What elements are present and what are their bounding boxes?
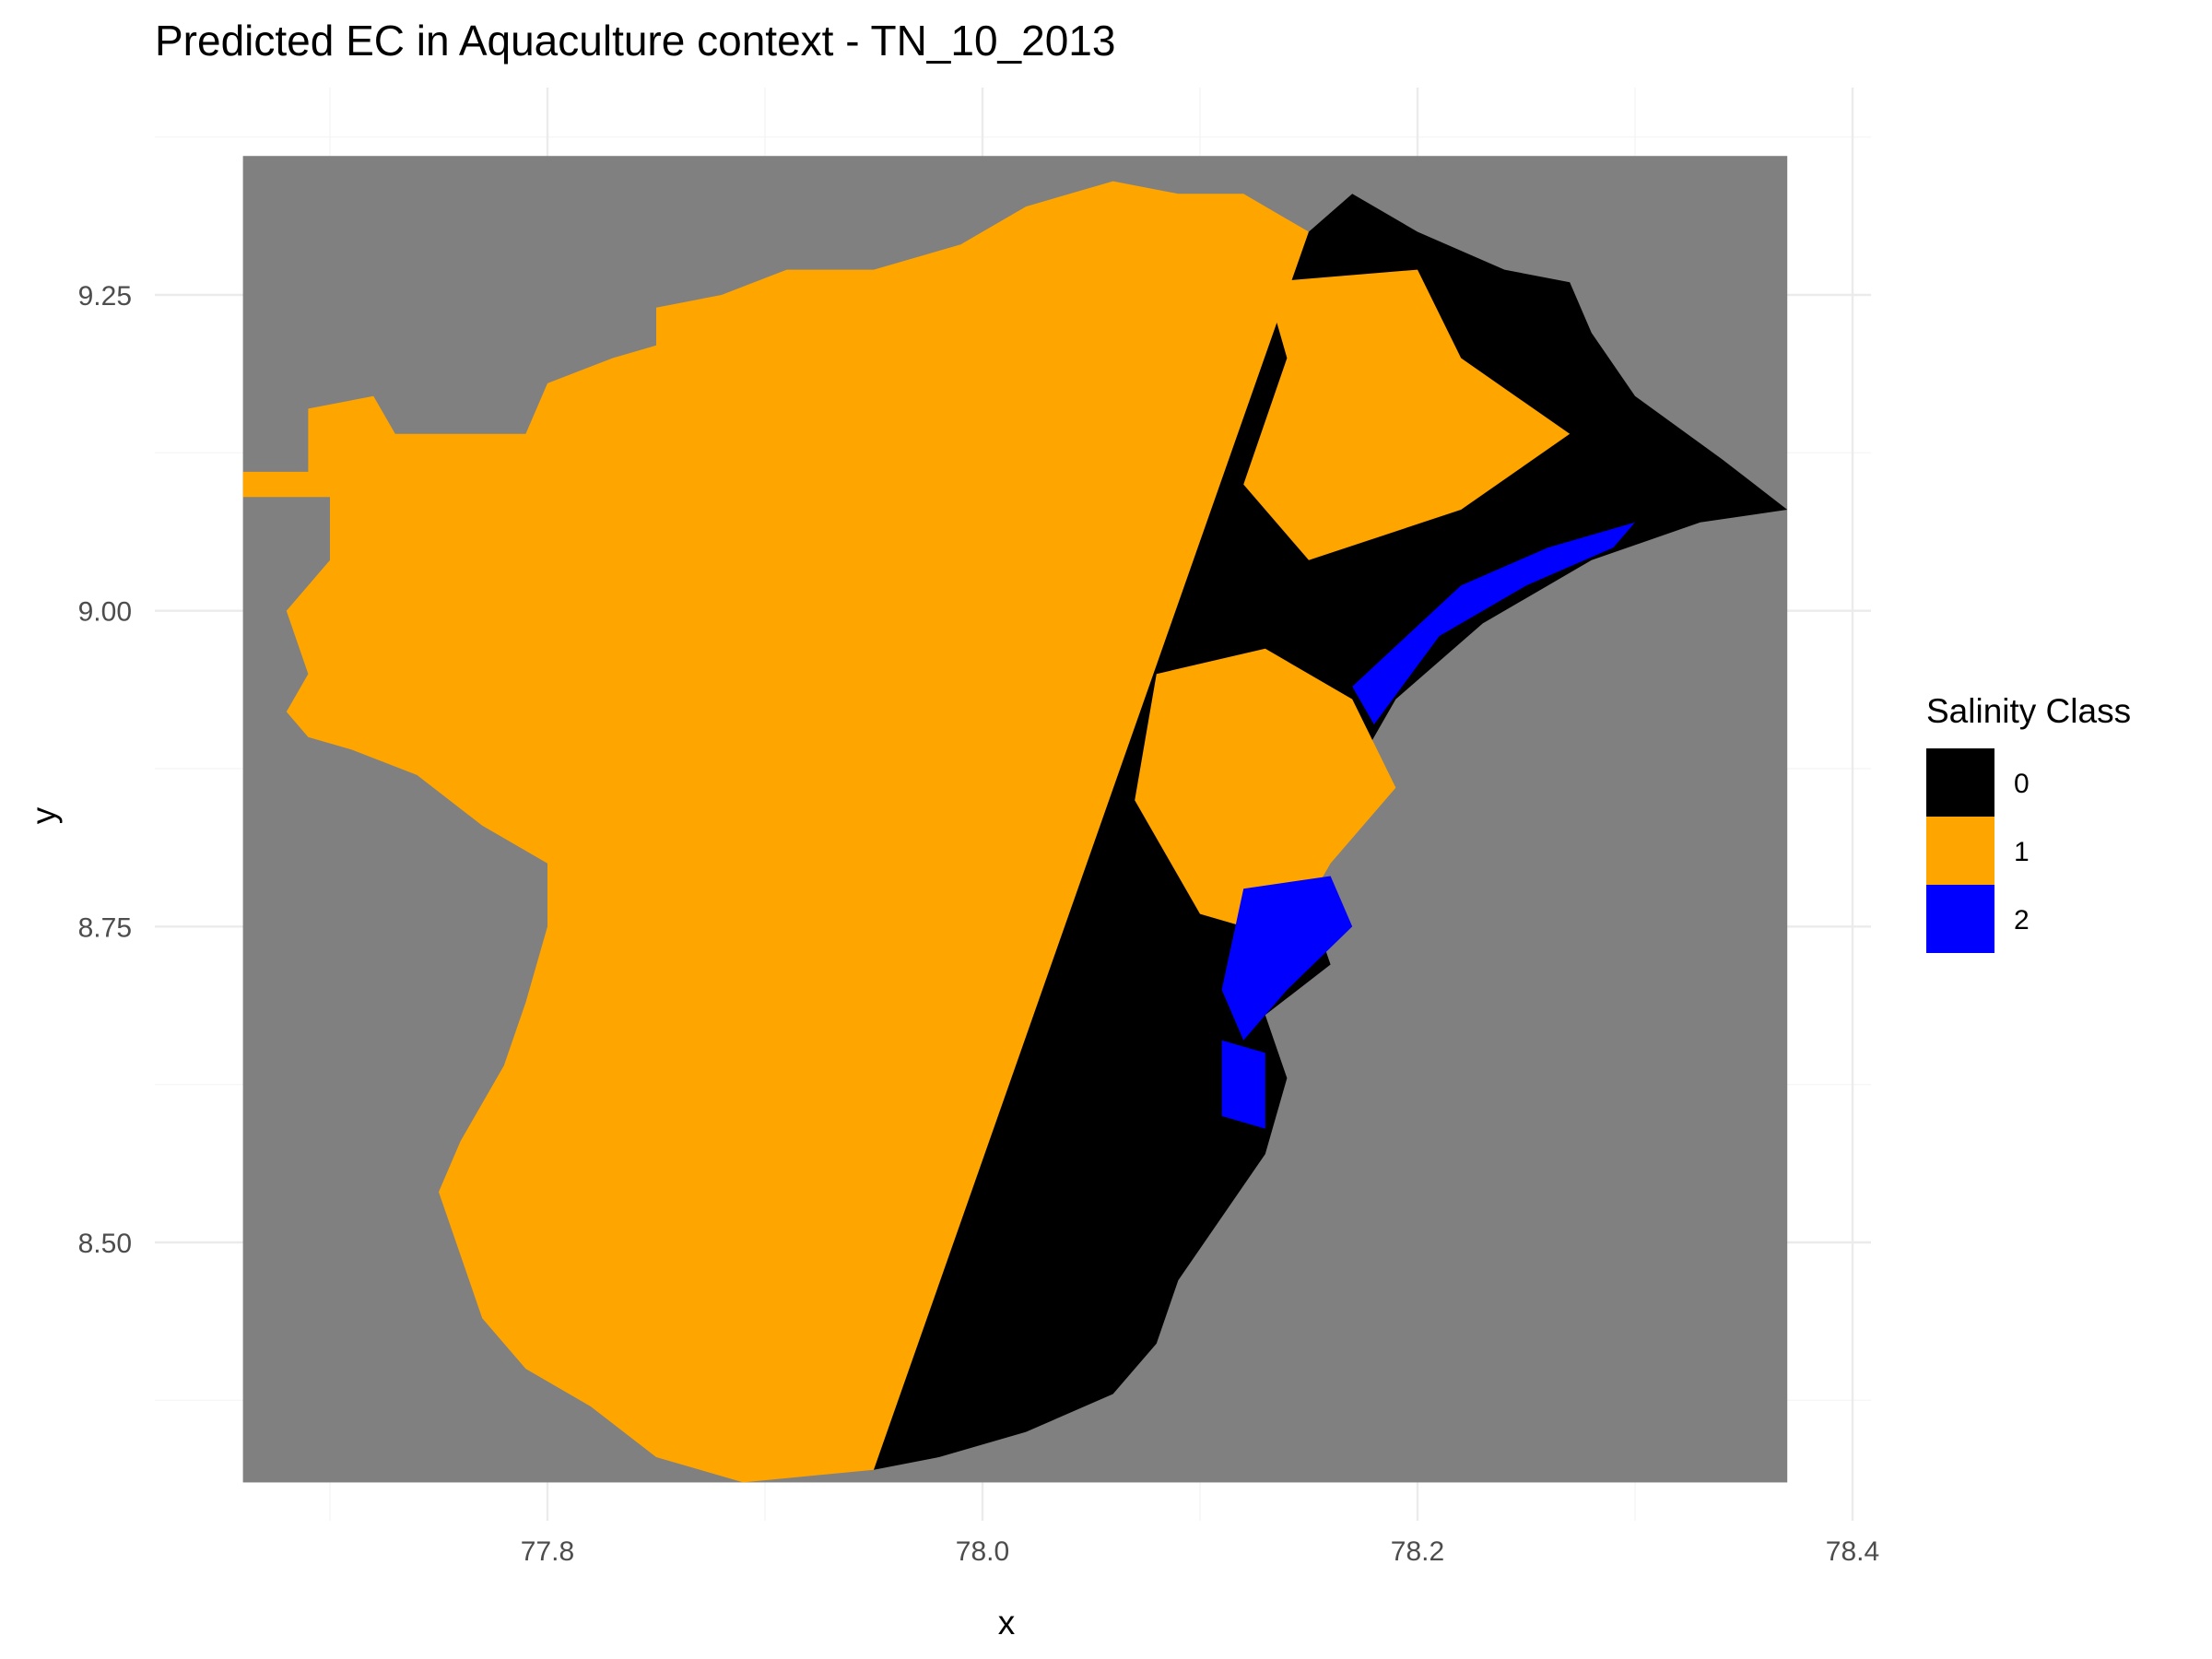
y-tick-label: 8.75 — [78, 912, 132, 943]
legend-key-1 — [1926, 817, 1994, 885]
region-western-zone — [242, 181, 1310, 1483]
legend: Salinity Class 0 1 2 — [1926, 692, 2131, 953]
legend-key-2 — [1926, 885, 1994, 953]
legend-label-0: 0 — [2014, 769, 2030, 799]
y-tick-label: 9.00 — [78, 597, 132, 628]
region-east-zone-mid-patches — [1135, 648, 1396, 939]
x-tick-label: 78.4 — [1826, 1536, 1879, 1567]
region-east-zone-coastal-blue — [1352, 522, 1635, 724]
region-east-zone-north-patches — [1243, 269, 1571, 560]
legend-label-2: 2 — [2014, 905, 2030, 935]
y-tick-label: 9.25 — [78, 281, 132, 312]
x-tick-label: 77.8 — [521, 1536, 574, 1567]
y-axis-title: y — [25, 806, 63, 824]
x-tick-label: 78.2 — [1391, 1536, 1444, 1567]
region-east-zone-bay-blue — [1221, 876, 1353, 1041]
legend-title: Salinity Class — [1926, 692, 2131, 730]
legend-label-1: 1 — [2014, 837, 2030, 867]
region-east-zone-south-blue — [1221, 1040, 1265, 1129]
x-axis-title: x — [998, 1604, 1016, 1641]
chart-title: Predicted EC in Aquaculture context - TN… — [155, 17, 1115, 65]
x-tick-label: 78.0 — [956, 1536, 1009, 1567]
y-tick-label: 8.50 — [78, 1229, 132, 1259]
legend-key-0 — [1926, 748, 1994, 817]
axis-ticks: 77.8 78.0 78.2 78.4 8.50 8.75 9.00 9.25 — [78, 281, 1880, 1567]
raster-map — [242, 156, 1788, 1483]
